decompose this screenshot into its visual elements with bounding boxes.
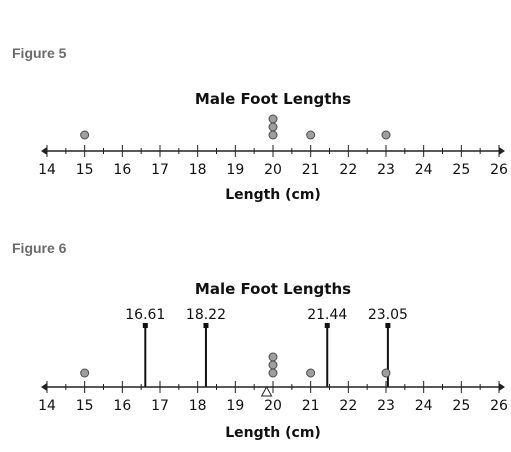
tick-label: 20 <box>264 398 282 414</box>
tick-label: 22 <box>339 162 357 178</box>
number-line-axis: 14 15 16 17 18 19 20 21 22 23 24 25 26 <box>38 381 508 414</box>
data-dot <box>268 122 278 132</box>
tick-label: 25 <box>452 398 470 414</box>
tick-label: 14 <box>38 162 56 178</box>
data-dot <box>306 368 316 378</box>
data-dot <box>80 368 90 378</box>
tick-label: 17 <box>151 162 169 178</box>
marker-label: 23.05 <box>368 307 408 323</box>
vertical-markers-group: 16.61 18.22 21.44 23.05 <box>125 307 408 387</box>
tick-label: 15 <box>76 398 94 414</box>
tick-label: 22 <box>339 398 357 414</box>
tick-label: 26 <box>490 398 508 414</box>
tick-label: 24 <box>415 162 433 178</box>
tick-label: 15 <box>76 162 94 178</box>
marker-cap <box>324 323 330 328</box>
data-dot <box>268 352 278 362</box>
tick-label: 20 <box>264 162 282 178</box>
tick-label: 23 <box>377 162 395 178</box>
chart-title: Male Foot Lengths <box>195 280 351 298</box>
figure-6-label: Figure 6 <box>12 240 67 256</box>
marker-cap <box>385 323 391 328</box>
balance-point-triangle-icon <box>260 385 273 397</box>
dot-plot-figure-6: Male Foot Lengths 16.61 18.22 21.44 23.05 1… <box>38 280 508 441</box>
tick-label: 14 <box>38 398 56 414</box>
dots-group <box>80 114 391 140</box>
marker-label: 21.44 <box>307 307 347 323</box>
data-dot <box>268 130 278 140</box>
marker-cap <box>142 323 148 328</box>
x-axis-label: Length (cm) <box>225 187 321 203</box>
left-arrow-icon <box>41 383 47 391</box>
x-axis-label: Length (cm) <box>225 425 321 441</box>
chart-title: Male Foot Lengths <box>195 90 351 108</box>
tick-label: 19 <box>226 398 244 414</box>
balance-point-group <box>260 385 273 397</box>
tick-label: 21 <box>302 398 320 414</box>
tick-label: 19 <box>226 162 244 178</box>
marker-label: 18.22 <box>186 307 226 323</box>
number-line-axis: 14 15 16 17 18 19 20 21 22 23 24 25 26 <box>38 145 508 178</box>
right-arrow-icon <box>499 383 505 391</box>
dot-plot-figure-5: Male Foot Lengths 14 15 16 17 18 19 20 21 22 23 24… <box>38 90 508 203</box>
tick-label: 24 <box>415 398 433 414</box>
right-arrow-icon <box>499 147 505 155</box>
tick-label: 17 <box>151 398 169 414</box>
data-dot <box>268 114 278 124</box>
tick-label: 16 <box>113 398 131 414</box>
tick-label: 23 <box>377 398 395 414</box>
tick-label: 18 <box>189 398 207 414</box>
tick-label: 26 <box>490 162 508 178</box>
tick-label: 21 <box>302 162 320 178</box>
left-arrow-icon <box>41 147 47 155</box>
data-dot <box>381 368 391 378</box>
figure-5-label: Figure 5 <box>12 45 67 61</box>
data-dot <box>268 360 278 370</box>
marker-cap <box>203 323 209 328</box>
data-dot <box>306 130 316 140</box>
data-dot <box>268 368 278 378</box>
dots-group <box>80 352 391 378</box>
marker-label: 16.61 <box>125 307 165 323</box>
tick-label: 16 <box>113 162 131 178</box>
tick-label: 18 <box>189 162 207 178</box>
data-dot <box>381 130 391 140</box>
data-dot <box>80 130 90 140</box>
tick-label: 25 <box>452 162 470 178</box>
